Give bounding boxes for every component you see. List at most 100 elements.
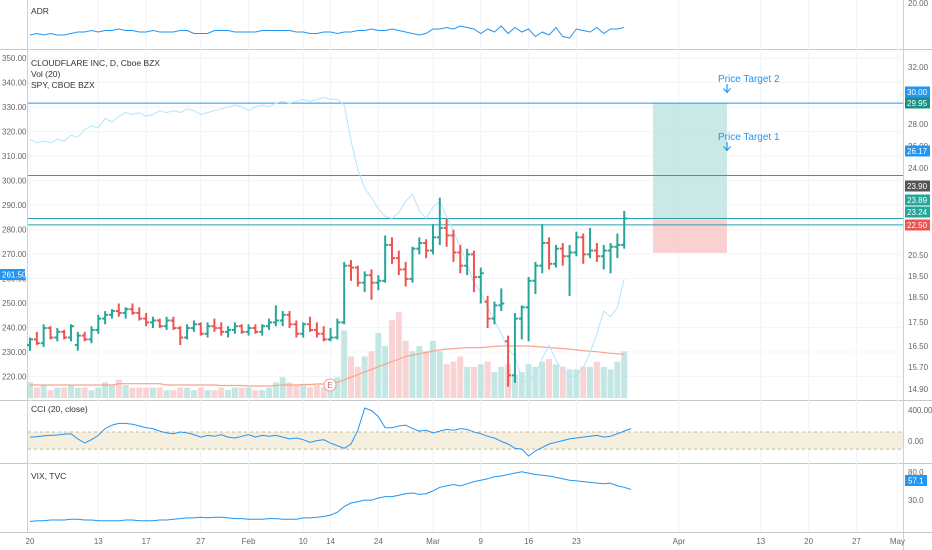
right-badge-2	[905, 145, 930, 157]
volume-bar	[511, 374, 518, 398]
x-axis-label-6: 14	[326, 537, 335, 546]
ohlc-bar-44	[327, 328, 334, 342]
ohlc-bar-9	[88, 326, 95, 344]
volume-bar	[170, 390, 177, 398]
ohlc-bar-38	[286, 311, 293, 329]
left-tick-label: 250.00	[2, 299, 27, 308]
right-badge-1	[905, 97, 930, 109]
cci-panel	[28, 407, 903, 457]
x-axis-label-9: 9	[479, 537, 484, 546]
cci-tick-label: 400.00	[908, 406, 932, 415]
ohlc-bar-12	[108, 309, 115, 319]
ohlc-bar-54	[395, 250, 402, 276]
volume-bar	[218, 387, 225, 398]
volume-bar	[211, 390, 218, 398]
volume-bar	[184, 387, 191, 398]
ohlc-bar-25	[197, 322, 204, 336]
left-tick-label: 300.00	[2, 177, 27, 186]
ohlc-bar-79	[566, 244, 573, 296]
ohlc-bar-6	[67, 324, 74, 342]
volume-bar	[457, 356, 464, 398]
ohlc-bar-43	[320, 326, 327, 342]
volume-bar	[129, 387, 136, 398]
ohlc-bar-78	[559, 243, 566, 266]
volume-bar	[477, 364, 484, 398]
volume-bar	[47, 390, 54, 398]
ohlc-bar-67	[484, 295, 491, 329]
earnings-marker[interactable]: E	[323, 378, 337, 392]
volume-bar	[279, 377, 286, 398]
ohlc-bar-59	[429, 224, 436, 255]
ohlc-bar-62	[450, 229, 457, 262]
right-tick-label: 16.50	[908, 342, 929, 351]
x-axis-label-12: Apr	[673, 537, 686, 546]
right-tick-label: 24.00	[908, 164, 929, 173]
volume-bar	[614, 361, 621, 398]
left-tick-label: 270.00	[2, 250, 27, 259]
ohlc-bar-16	[136, 307, 143, 321]
spy-overlay	[29, 96, 625, 384]
volume-bar	[136, 387, 143, 398]
volume-bar	[491, 372, 498, 398]
volume-bar	[115, 379, 122, 398]
ohlc-bar-85	[607, 243, 614, 274]
target-arrows	[723, 84, 731, 152]
ohlc-bar-55	[402, 261, 409, 287]
spy-price-badge	[0, 269, 25, 280]
ohlc-bar-8	[81, 331, 88, 342]
ohlc-bar-73	[525, 277, 532, 342]
ohlc-bar-50	[368, 269, 375, 300]
ohlc-bar-65	[470, 250, 477, 293]
volume-bar	[272, 382, 279, 398]
ohlc-bar-48	[354, 265, 361, 287]
profit-zone	[653, 103, 727, 219]
ohlc-bar-11	[102, 311, 109, 325]
volume-bar	[252, 390, 259, 398]
volume-bar	[143, 387, 150, 398]
ohlc-bar-26	[204, 322, 211, 338]
volume-bar	[177, 387, 184, 398]
volume-bar	[67, 385, 74, 398]
adr-title: ADR	[31, 6, 49, 16]
volume-bar	[354, 366, 361, 398]
volume-bar	[61, 387, 68, 398]
right-badge-0	[905, 86, 930, 98]
left-tick-label: 230.00	[2, 348, 27, 357]
x-axis-label-15: 27	[852, 537, 861, 546]
ohlc-bar-39	[293, 320, 300, 338]
volume-bar	[190, 390, 197, 398]
ohlc-bar-28	[218, 322, 225, 336]
x-axis-label-16: May	[890, 537, 905, 546]
left-tick-label: 280.00	[2, 226, 27, 235]
ohlc-bar-53	[388, 237, 395, 264]
vix-badge	[905, 475, 927, 486]
volume-bar	[593, 361, 600, 398]
vix-badge-text: 57.1	[908, 477, 924, 486]
volume-bar	[149, 387, 156, 398]
trade-zones	[28, 102, 903, 253]
ohlc-bar-20	[163, 316, 170, 330]
ohlc-bar-18	[149, 316, 156, 329]
volume-bar	[341, 330, 348, 398]
volume-bar	[566, 369, 573, 398]
volume-bar	[238, 387, 245, 398]
volume-bar	[320, 387, 327, 398]
x-axis-label-13: 13	[756, 537, 765, 546]
volume-bar	[33, 387, 40, 398]
ohlc-bar-69	[498, 288, 505, 312]
cci-title: CCI (20, close)	[31, 404, 88, 414]
ohlc-bar-47	[348, 260, 355, 281]
volume-bar	[559, 366, 566, 398]
ohlc-bar-15	[129, 303, 136, 315]
ohlc-bar-68	[491, 301, 498, 325]
volume-bar	[402, 340, 409, 398]
volume-bar	[375, 333, 382, 398]
right-badge-5	[905, 206, 930, 218]
adr-panel	[29, 25, 625, 39]
ohlc-bar-71	[511, 312, 518, 383]
right-tick-label: 32.00	[908, 63, 929, 72]
ohlc-bar-72	[518, 305, 525, 340]
x-axis-label-7: 24	[374, 537, 383, 546]
ohlc-bar-49	[361, 271, 368, 293]
